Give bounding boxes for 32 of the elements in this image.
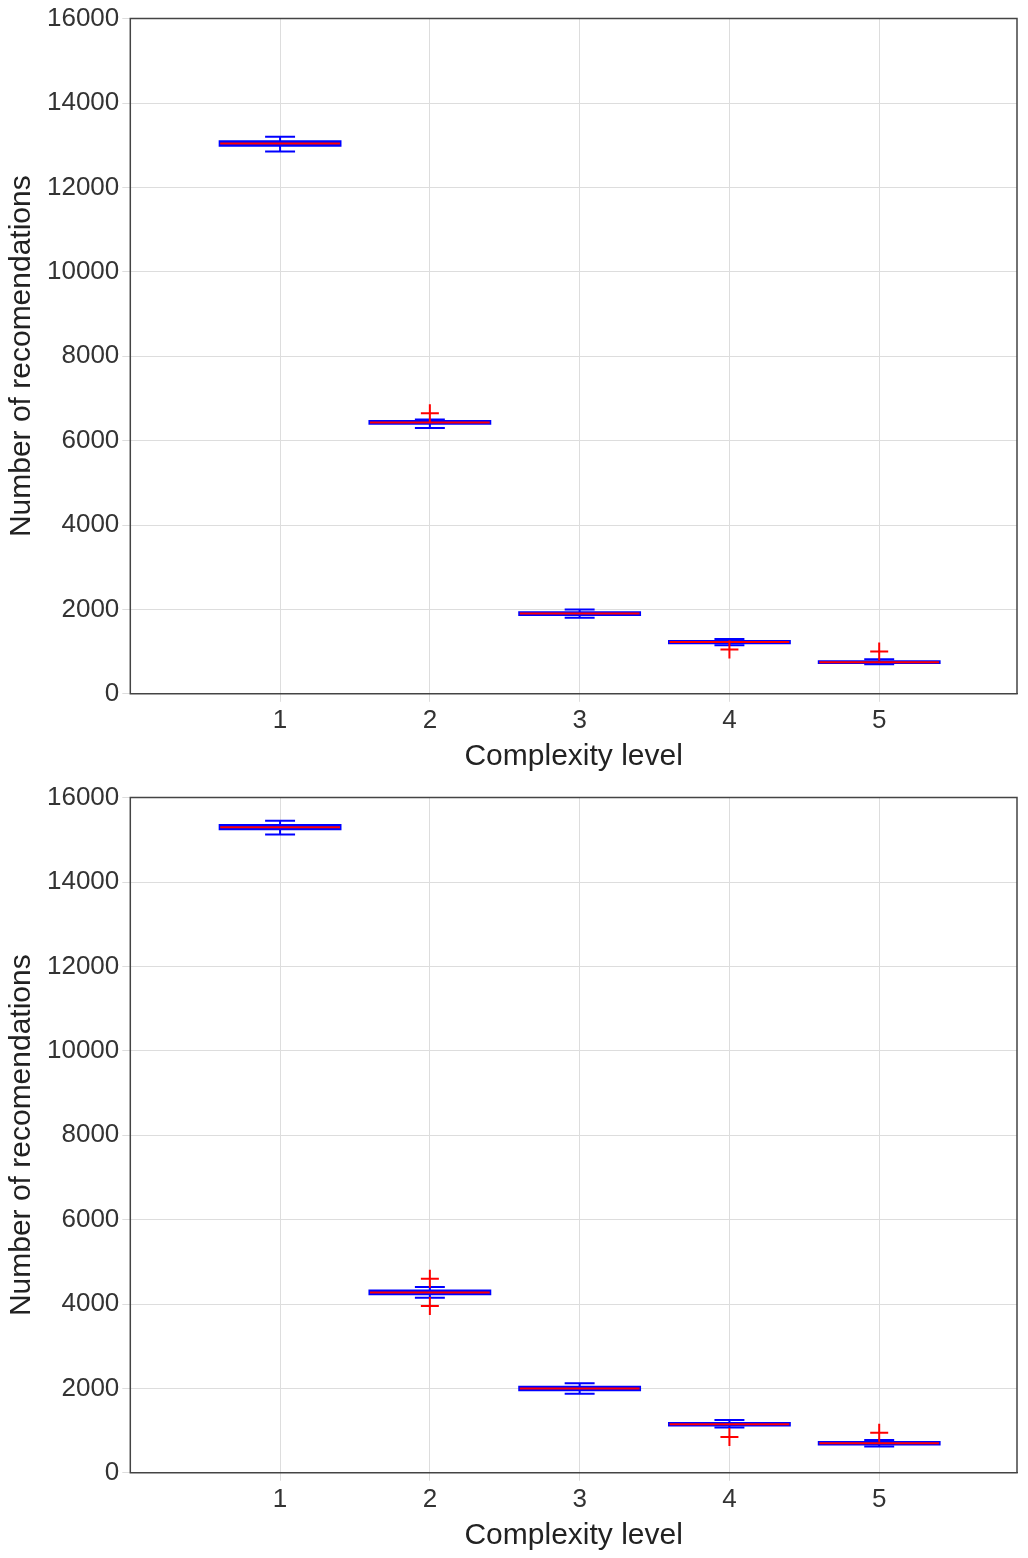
x-tick-label: 3 xyxy=(572,1482,587,1513)
y-tick-label: 10000 xyxy=(46,254,120,285)
x-tick-label: 2 xyxy=(422,703,438,734)
y-tick-label: 16000 xyxy=(46,780,120,811)
y-tick-label: 0 xyxy=(104,676,120,707)
y-tick-label: 4000 xyxy=(61,508,120,539)
y-axis-title: Number of recomendations xyxy=(3,954,37,1317)
y-tick-label: 6000 xyxy=(61,423,120,454)
y-tick-label: 2000 xyxy=(61,1371,120,1402)
y-tick-label: 12000 xyxy=(46,170,120,201)
y-tick-label: 14000 xyxy=(46,865,120,896)
y-tick-label: 8000 xyxy=(61,339,120,370)
x-tick-label: 4 xyxy=(722,703,737,734)
x-tick-label: 1 xyxy=(272,1482,288,1513)
y-tick-label: 14000 xyxy=(46,86,120,117)
y-tick-label: 4000 xyxy=(61,1287,120,1318)
x-axis-title: Complexity level xyxy=(464,1517,683,1551)
y-tick-label: 6000 xyxy=(61,1202,120,1233)
x-tick-label: 4 xyxy=(722,1482,737,1513)
y-tick-label: 10000 xyxy=(46,1033,120,1064)
y-tick-label: 2000 xyxy=(61,592,120,623)
y-tick-label: 16000 xyxy=(46,1,120,32)
x-tick-label: 5 xyxy=(871,1482,887,1513)
x-tick-label: 2 xyxy=(422,1482,438,1513)
x-tick-label: 3 xyxy=(572,703,587,734)
x-tick-label: 1 xyxy=(272,703,288,734)
y-tick-label: 8000 xyxy=(61,1118,120,1149)
y-tick-label: 0 xyxy=(104,1455,120,1486)
x-tick-label: 5 xyxy=(871,703,887,734)
y-tick-label: 12000 xyxy=(46,949,120,980)
y-axis-title: Number of recomendations xyxy=(3,175,37,538)
x-axis-title: Complexity level xyxy=(464,738,683,772)
